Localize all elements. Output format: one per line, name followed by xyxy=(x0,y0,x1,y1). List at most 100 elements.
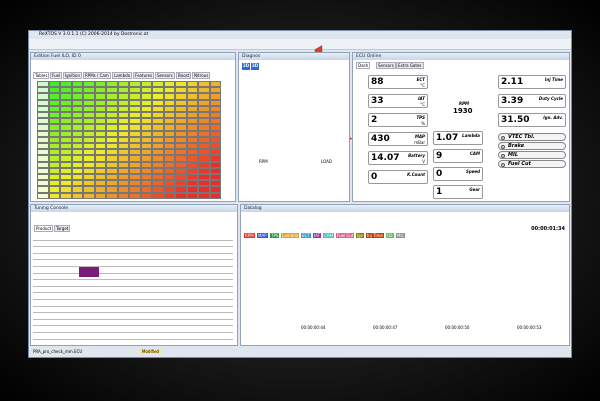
table-cell xyxy=(106,105,118,112)
table-cell xyxy=(71,192,83,199)
table-cell xyxy=(140,149,152,156)
table-cell xyxy=(152,81,164,88)
table-cell xyxy=(129,174,141,181)
status-state: Modified xyxy=(140,349,162,354)
table-cell xyxy=(186,149,198,156)
tab[interactable]: Target xyxy=(54,225,71,232)
table-cell xyxy=(129,130,141,137)
tab[interactable]: Fuel xyxy=(50,72,63,79)
table-cell xyxy=(94,143,106,150)
table-cell xyxy=(71,149,83,156)
grid-row xyxy=(33,274,233,281)
table-cell xyxy=(94,99,106,106)
table-cell xyxy=(106,167,118,174)
table-cell xyxy=(209,143,221,150)
tab[interactable]: Lambda xyxy=(112,72,133,79)
gauge-label: ECT xyxy=(416,77,425,82)
grid-row xyxy=(33,307,233,314)
table-cell xyxy=(175,180,187,187)
table-cell xyxy=(140,81,152,88)
table-cell xyxy=(175,136,187,143)
table-cell xyxy=(83,186,95,193)
ecu-panel: ECU Online Dash Sensors Extra Gates 88 ECT °C 3… xyxy=(352,52,570,202)
gauge-value: 1 xyxy=(436,187,443,197)
tab[interactable]: Sensors xyxy=(376,62,396,69)
table-cell xyxy=(94,81,106,88)
table-cell xyxy=(152,118,164,125)
table-cell xyxy=(163,155,175,162)
table-cell xyxy=(37,186,49,193)
tab[interactable]: Sensors xyxy=(155,72,175,79)
table-cell xyxy=(152,167,164,174)
tab[interactable]: Tables xyxy=(33,72,50,79)
table-cell xyxy=(186,161,198,168)
channel-label: RPM xyxy=(244,233,255,238)
tab[interactable]: Product xyxy=(34,225,54,232)
indicator: Fuel Cut xyxy=(498,160,566,168)
table-cell xyxy=(175,112,187,119)
indicator-light xyxy=(501,135,505,140)
grid-row xyxy=(33,267,233,274)
table-cell xyxy=(175,186,187,193)
table-cell xyxy=(163,136,175,143)
table-cell xyxy=(152,192,164,199)
tab[interactable]: Ignition xyxy=(63,72,83,79)
table-cell xyxy=(129,167,141,174)
tab[interactable]: Nitrous xyxy=(192,72,211,79)
table-cell xyxy=(163,124,175,131)
table-cell xyxy=(209,174,221,181)
table-cell xyxy=(37,149,49,156)
table-cell xyxy=(186,118,198,125)
table-cell xyxy=(198,174,210,181)
table-cell xyxy=(94,192,106,199)
tab[interactable]: Boost xyxy=(176,72,192,79)
table-cell xyxy=(60,174,72,181)
gauge-label: Duty Cycle xyxy=(538,96,563,101)
table-cell xyxy=(106,99,118,106)
view-button[interactable]: 2D xyxy=(242,63,250,70)
table-cell xyxy=(117,143,129,150)
table-cell xyxy=(48,180,60,187)
tab[interactable]: Extra Gates xyxy=(396,62,424,69)
gauge-value: 33 xyxy=(371,96,384,106)
table-cell xyxy=(163,174,175,181)
table-cell xyxy=(163,180,175,187)
table-cell xyxy=(48,112,60,119)
table-cell xyxy=(60,87,72,94)
table-cell xyxy=(175,130,187,137)
table-cell xyxy=(83,149,95,156)
gauge-unit: % xyxy=(421,121,425,126)
gauge-label: Battery xyxy=(408,153,425,158)
tab[interactable]: RPMs / Cam xyxy=(83,72,111,79)
gauge-value: 31.50 xyxy=(501,115,530,125)
table-cell xyxy=(129,124,141,131)
table-cell xyxy=(106,87,118,94)
table-cell xyxy=(198,186,210,193)
table-cell xyxy=(198,105,210,112)
table-cell xyxy=(37,167,49,174)
table-cell xyxy=(48,167,60,174)
gauge-label: CAM xyxy=(469,151,480,156)
table-cell xyxy=(106,174,118,181)
view-button[interactable]: 3D xyxy=(251,63,259,70)
table-cell xyxy=(186,124,198,131)
gauge: 88 ECT °C xyxy=(368,75,428,89)
table-cell xyxy=(37,130,49,137)
table-cell xyxy=(106,130,118,137)
table-cell xyxy=(140,136,152,143)
table-cell xyxy=(37,93,49,100)
table-cell xyxy=(117,112,129,119)
table-cell xyxy=(83,174,95,181)
gauge-unit: V xyxy=(422,159,425,164)
table-cell xyxy=(48,93,60,100)
tab[interactable]: Dash xyxy=(356,62,371,69)
table-cell xyxy=(117,99,129,106)
table-cell xyxy=(71,81,83,88)
table-cell xyxy=(48,155,60,162)
table-cell xyxy=(83,161,95,168)
table-cell xyxy=(163,99,175,106)
table-cell xyxy=(140,118,152,125)
gauge: 31.50 Ign. Adv. xyxy=(498,113,566,127)
table-cell xyxy=(175,105,187,112)
tab[interactable]: Features xyxy=(133,72,155,79)
